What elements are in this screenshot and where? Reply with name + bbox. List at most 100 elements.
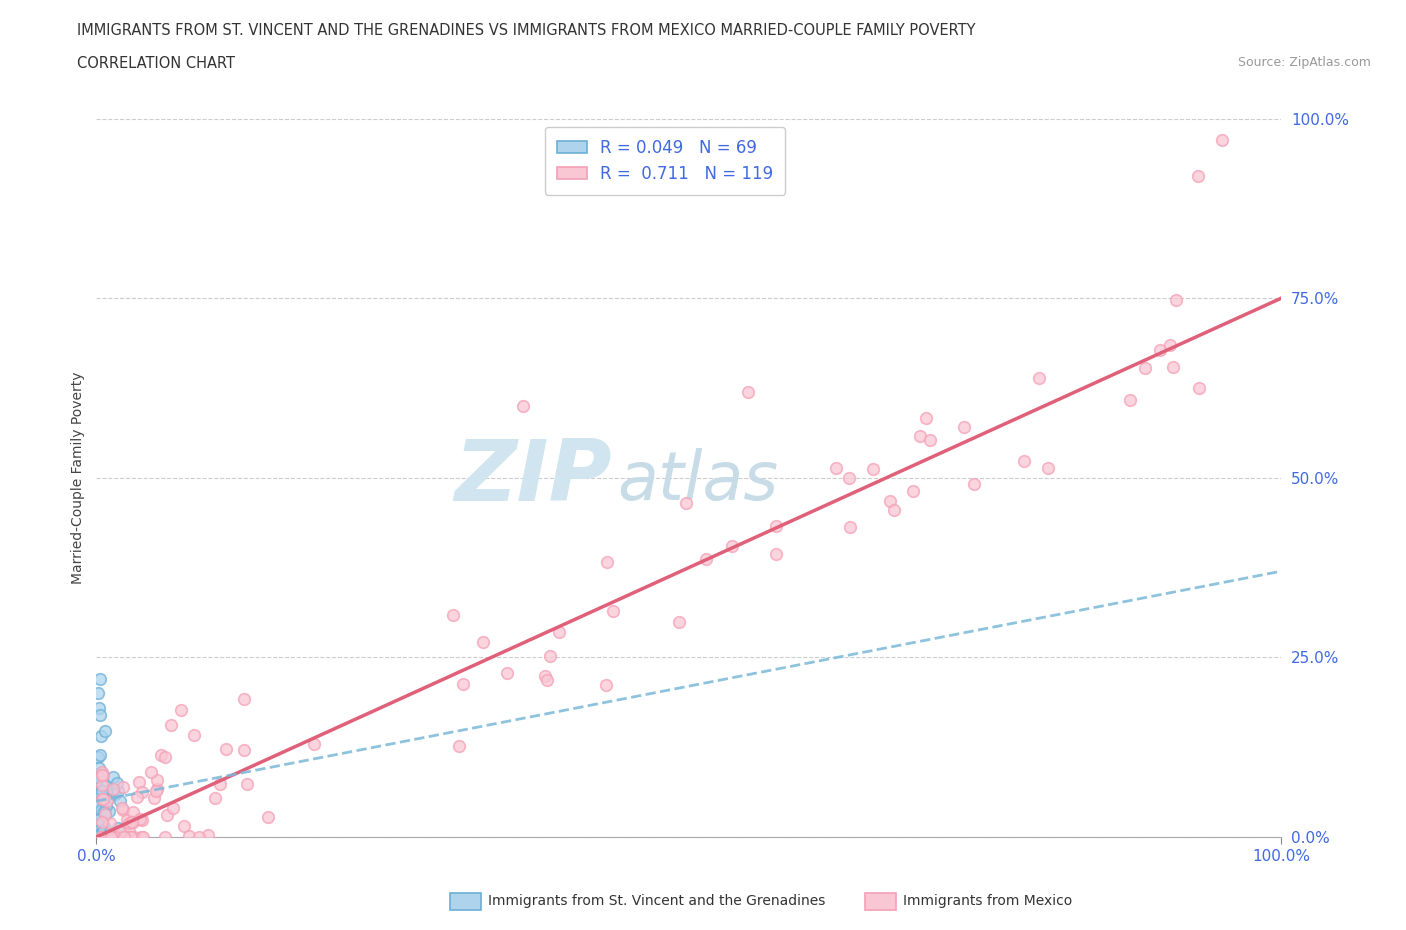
Point <box>208 777 231 791</box>
Point <box>908 428 931 443</box>
Point <box>103 784 125 799</box>
Point <box>93 828 115 843</box>
Point <box>538 648 561 663</box>
Point <box>103 770 125 785</box>
Point <box>89 748 111 763</box>
Point <box>124 830 146 844</box>
Point <box>93 793 115 808</box>
Point <box>90 828 112 843</box>
Point <box>91 815 114 830</box>
Point <box>441 607 464 622</box>
Point <box>825 460 848 475</box>
Point <box>86 829 108 844</box>
Point <box>93 830 115 844</box>
Point <box>90 814 112 829</box>
Point <box>107 830 129 844</box>
Point <box>1166 293 1188 308</box>
Point <box>128 812 150 827</box>
Point <box>204 790 226 805</box>
Point <box>115 830 138 844</box>
Point <box>87 799 110 814</box>
Point <box>89 817 111 831</box>
Point <box>108 825 131 840</box>
Point <box>90 825 112 840</box>
Point <box>107 830 129 844</box>
Point <box>472 634 495 649</box>
Point <box>131 784 153 799</box>
Point <box>89 708 111 723</box>
Point <box>536 672 558 687</box>
Point <box>91 797 114 812</box>
Point <box>98 816 121 830</box>
Point <box>91 764 114 779</box>
Point <box>953 419 976 434</box>
Point <box>90 810 112 825</box>
Point <box>91 830 114 844</box>
Point <box>115 813 138 828</box>
Point <box>1038 460 1060 475</box>
Point <box>117 824 139 839</box>
Point <box>1119 392 1142 407</box>
Point <box>235 777 257 791</box>
Point <box>94 806 117 821</box>
Point <box>86 825 108 840</box>
Point <box>87 761 110 776</box>
Point <box>121 804 143 819</box>
Point <box>1028 370 1050 385</box>
Point <box>668 614 690 629</box>
Point <box>257 810 280 825</box>
Point <box>96 793 118 808</box>
Point <box>111 800 134 815</box>
Point <box>94 799 117 814</box>
Point <box>141 764 163 779</box>
Point <box>512 399 534 414</box>
Point <box>90 790 112 805</box>
Point <box>91 768 114 783</box>
Point <box>128 775 150 790</box>
Point <box>1014 454 1036 469</box>
Point <box>765 546 787 561</box>
Point <box>963 477 986 492</box>
Y-axis label: Married-Couple Family Poverty: Married-Couple Family Poverty <box>72 372 86 584</box>
Point <box>879 493 901 508</box>
Point <box>90 824 112 839</box>
Point <box>89 822 111 837</box>
Point <box>90 811 112 826</box>
Point <box>862 462 884 477</box>
Point <box>87 787 110 802</box>
Point <box>120 830 142 844</box>
Point <box>596 555 619 570</box>
Text: Immigrants from Mexico: Immigrants from Mexico <box>903 894 1071 909</box>
Point <box>87 817 110 832</box>
Point <box>129 830 152 844</box>
Point <box>188 830 211 844</box>
Point <box>111 779 134 794</box>
Point <box>103 782 125 797</box>
Point <box>104 787 127 802</box>
Point <box>98 824 121 839</box>
Point <box>90 784 112 799</box>
Point <box>96 792 118 807</box>
Point <box>94 830 117 844</box>
Point <box>1161 360 1184 375</box>
Point <box>1187 168 1209 183</box>
Point <box>89 671 111 686</box>
Point <box>91 789 114 804</box>
Point <box>114 830 136 844</box>
Point <box>447 738 470 753</box>
Point <box>90 781 112 796</box>
Point <box>132 830 155 844</box>
Point <box>105 830 128 844</box>
Point <box>153 750 176 764</box>
Point <box>901 484 924 498</box>
Point <box>720 538 742 553</box>
Point <box>112 830 135 844</box>
Point <box>90 729 112 744</box>
Point <box>86 774 108 789</box>
Point <box>89 812 111 827</box>
Point <box>91 792 114 807</box>
Point <box>1159 338 1181 352</box>
Point <box>108 793 131 808</box>
Point <box>98 830 121 844</box>
Point <box>453 676 475 691</box>
